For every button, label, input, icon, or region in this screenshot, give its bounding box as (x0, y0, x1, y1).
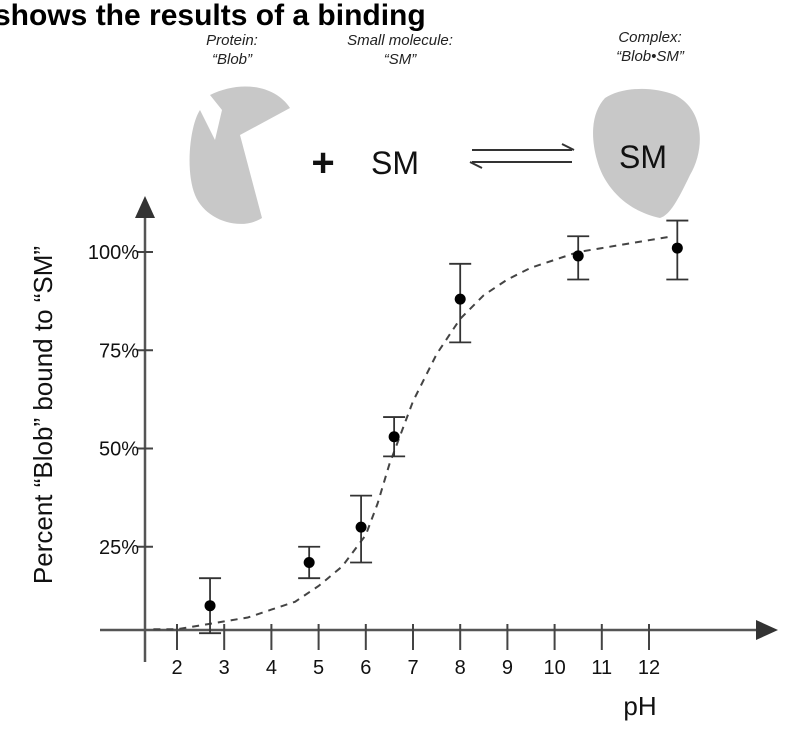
protein-caption-line2: “Blob” (212, 51, 253, 68)
x-tick-label: 9 (502, 657, 513, 679)
sm-caption-line2: “SM” (384, 51, 417, 68)
y-axis-arrowhead (135, 196, 155, 218)
data-point (303, 556, 315, 568)
x-tick-label: 11 (591, 657, 612, 679)
x-tick-label: 2 (171, 657, 182, 679)
fit-curve (153, 235, 673, 631)
binding-diagram: Protein: “Blob” Small molecule: “SM” Com… (189, 29, 700, 224)
equilibrium-arrows (469, 143, 575, 169)
complex-blob-shape (593, 88, 700, 218)
y-tick-label: 50% (99, 439, 139, 461)
figure-title: shows the results of a binding (0, 0, 426, 32)
x-tick-label: 3 (219, 657, 230, 679)
complex-caption-line2: “Blob•SM” (616, 48, 685, 65)
x-axis-label: pH (623, 691, 656, 721)
x-tick-label: 6 (360, 657, 371, 679)
y-tick-label: 100% (88, 242, 139, 264)
x-tick-label: 5 (313, 657, 324, 679)
x-tick-label: 4 (266, 657, 277, 679)
protein-caption-line1: Protein: (206, 32, 258, 49)
data-point (454, 293, 466, 305)
x-tick-label: 12 (638, 657, 660, 679)
data-point (388, 431, 400, 443)
x-tick-label: 8 (455, 657, 466, 679)
y-tick-label: 75% (99, 340, 139, 362)
binding-chart: 25% 50% 75% 100% 2 3 4 5 6 7 8 9 10 11 12 pH Percent … (28, 196, 778, 721)
small-molecule-label: SM (371, 145, 419, 181)
data-point (355, 521, 367, 533)
y-tick-label: 25% (99, 537, 139, 559)
y-axis-label: Percent “Blob” bound to “SM” (28, 246, 58, 584)
x-axis-arrowhead (756, 620, 778, 640)
complex-sm-label: SM (619, 139, 667, 175)
plus-sign: + (311, 141, 334, 185)
data-point (204, 600, 216, 612)
x-tick-label: 7 (407, 657, 418, 679)
data-point (671, 242, 683, 254)
data-point (572, 250, 584, 262)
x-tick-label: 10 (543, 657, 565, 679)
blob-protein-shape (189, 86, 290, 224)
complex-caption-line1: Complex: (618, 29, 681, 46)
sm-caption-line1: Small molecule: (347, 32, 453, 49)
